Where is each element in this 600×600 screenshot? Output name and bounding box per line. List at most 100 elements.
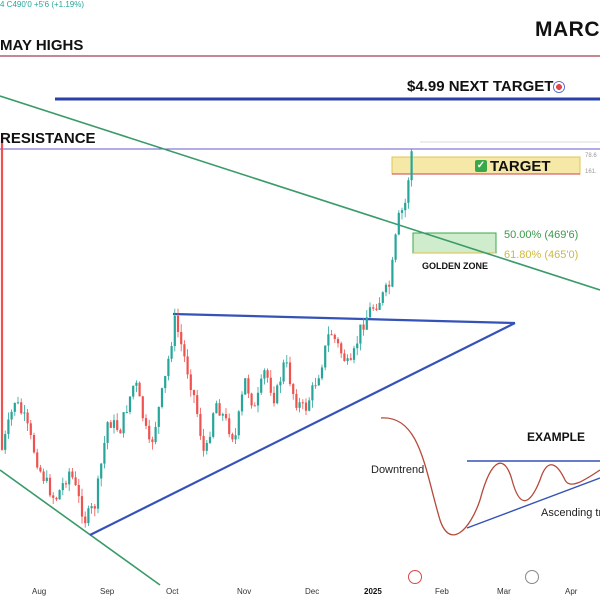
candle-body (247, 378, 250, 394)
candle-body (154, 426, 157, 443)
candle-body (39, 467, 42, 472)
example-ascending-line (466, 477, 600, 529)
candle-body (148, 425, 151, 440)
fib-bottom-label: 161. (585, 169, 597, 175)
candle-body (106, 422, 109, 443)
candle-body (269, 377, 272, 393)
x-tick: Mar (497, 587, 511, 596)
candle-body (119, 429, 122, 434)
candle-body (112, 420, 116, 428)
x-tick: Apr (565, 587, 578, 596)
candle-body (404, 202, 407, 211)
candle-body (378, 302, 381, 310)
candle-body (77, 484, 80, 497)
candle-body (368, 307, 372, 318)
candle-body (68, 471, 71, 485)
candle-body (388, 284, 391, 287)
candle-body (359, 324, 362, 344)
candle-body (128, 396, 132, 412)
x-tick: Sep (100, 587, 115, 596)
candle-body (74, 477, 77, 485)
candle-body (61, 483, 64, 491)
candle-body (144, 418, 148, 426)
candle-body (244, 378, 247, 395)
candle-body (250, 393, 253, 406)
candle-body (282, 362, 285, 382)
candle-body (256, 392, 260, 406)
candle-body (116, 420, 119, 430)
candle-body (157, 406, 160, 427)
candle-body (327, 334, 330, 346)
candle-body (240, 394, 244, 412)
candle-body (333, 334, 336, 340)
candle-body (192, 390, 196, 396)
candle-body (228, 418, 231, 435)
candle-body (84, 516, 87, 524)
x-tick: 2025 (364, 587, 382, 596)
downtrend-label: Downtrend (371, 464, 425, 476)
candle-body (260, 378, 263, 393)
candle-body (320, 367, 324, 379)
candle-body (349, 358, 352, 360)
x-tick: Feb (435, 587, 449, 596)
candle-body (167, 358, 170, 377)
candle-body (170, 346, 173, 359)
check-icon: ✓ (475, 160, 487, 172)
candle-body (45, 477, 48, 482)
candle-body (263, 370, 266, 379)
candle-body (125, 411, 128, 413)
candle-body (384, 284, 388, 293)
candle-body (343, 353, 346, 362)
candle-body (0, 140, 4, 450)
candle-body (55, 497, 58, 500)
candle-body (218, 403, 221, 416)
candle-body (237, 411, 240, 436)
candle-body (183, 344, 186, 357)
candle-body (80, 496, 84, 517)
candle-body (391, 259, 394, 287)
candle-body (138, 382, 141, 397)
candle-body (186, 356, 189, 375)
candle-body (173, 315, 176, 347)
candle-body (301, 402, 304, 404)
candle-body (132, 385, 135, 397)
candle-body (356, 343, 359, 349)
candle-body (231, 434, 234, 440)
candle-body (221, 414, 224, 416)
candle-body (288, 362, 292, 385)
flag-icon (408, 570, 422, 584)
candle-body (87, 508, 90, 524)
golden-zone-label: GOLDEN ZONE (422, 261, 489, 271)
triangle-bottom-line (89, 322, 516, 536)
candle-body (336, 339, 340, 344)
example-curve (380, 417, 600, 536)
candle-body (397, 212, 400, 235)
candle-body (298, 402, 301, 408)
fib-top-label: 78.6 (585, 153, 597, 159)
candle-body (10, 411, 13, 420)
x-tick: Dec (305, 587, 320, 596)
candle-body (135, 382, 138, 386)
candle-body (304, 402, 308, 411)
candle-body (205, 442, 208, 451)
candle-body (212, 413, 215, 437)
candle-body (362, 324, 365, 330)
candle-body (330, 334, 333, 336)
golden-zone-618-label: 61.80% (465'0) (504, 249, 579, 261)
candle-body (253, 405, 256, 407)
candle-body (295, 393, 298, 408)
candle-body (13, 402, 16, 412)
candle-body (311, 385, 314, 401)
candle-body (109, 422, 112, 428)
candle-body (23, 412, 26, 414)
candle-body (234, 435, 237, 440)
candle-body (324, 345, 327, 368)
candle-body (224, 414, 228, 419)
target-label: TARGET (490, 158, 551, 175)
resistance-label: RESISTANCE (0, 130, 96, 147)
triangle-top-line (172, 312, 516, 325)
candle-body (96, 478, 100, 509)
candle-body (93, 506, 96, 509)
candle-body (141, 396, 144, 419)
